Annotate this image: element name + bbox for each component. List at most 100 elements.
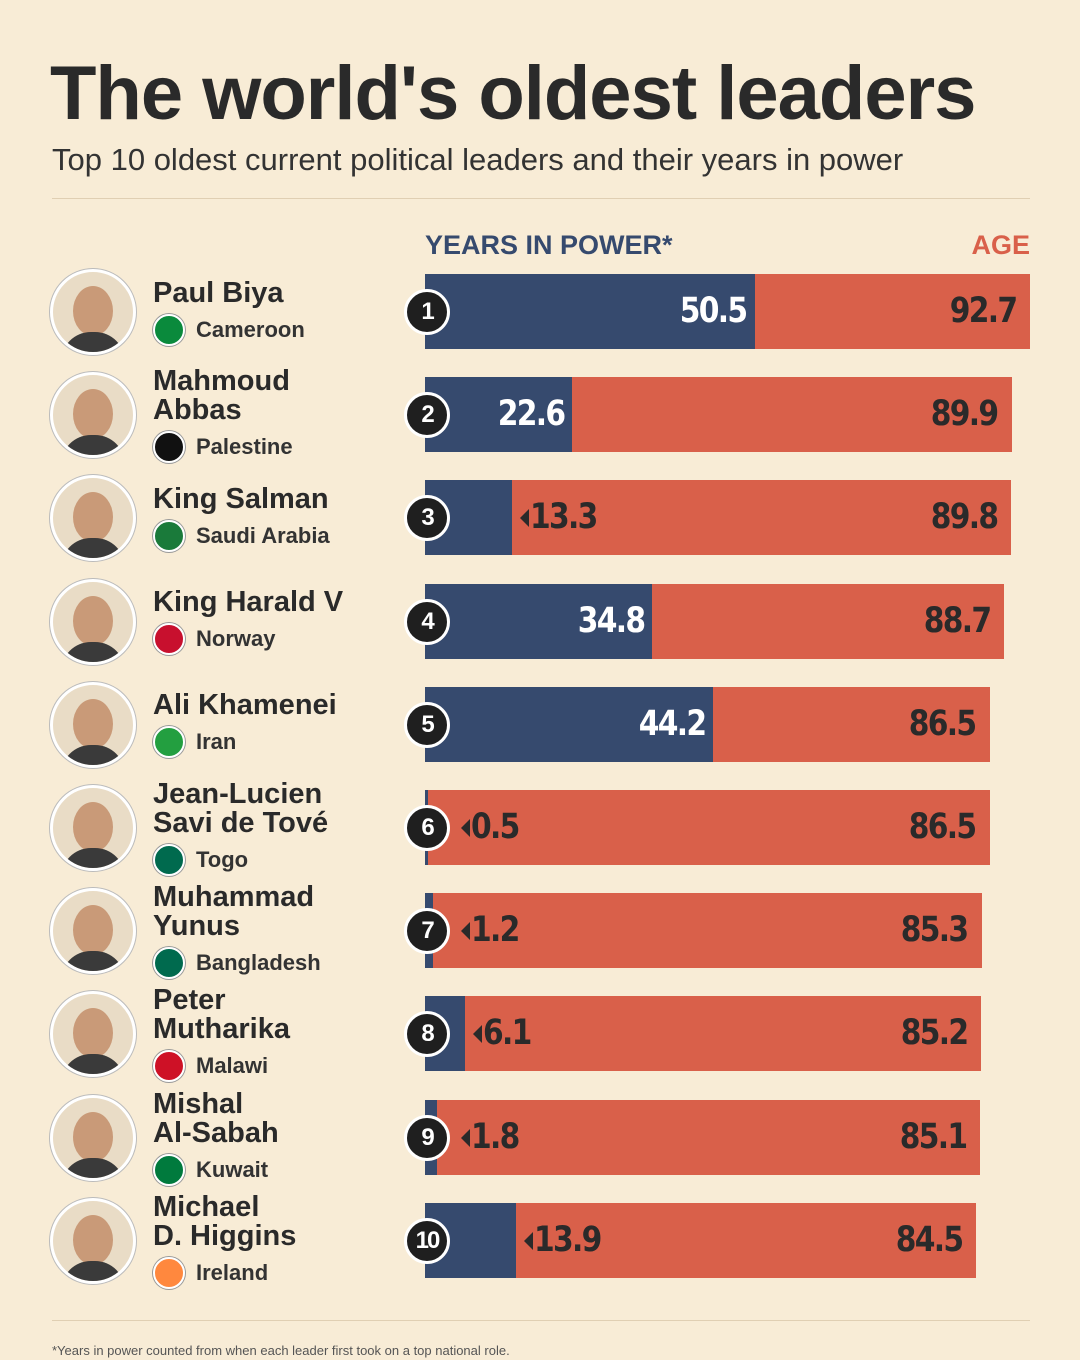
country-name: Malawi [196,1053,269,1079]
country-row: Saudi Arabia [153,519,393,552]
age-bar [425,1202,977,1278]
years-label: 13.3 [529,497,598,538]
rank-badge: 10 [404,1217,450,1264]
rank-badge: 4 [404,598,450,645]
flag [153,1153,185,1186]
country-row: Togo [153,844,393,876]
country-row: Ireland [153,1256,393,1289]
leader-info: Mahmoud Abbas Palestine [153,365,393,465]
age-label: 85.2 [900,1013,968,1054]
portrait-body [61,744,125,765]
leader-info: Paul Biya Cameroon [153,262,393,362]
portrait-face [73,1111,113,1162]
leader-info: Mishal Al-Sabah Kuwait [153,1088,393,1188]
country-name: Ireland [196,1259,269,1285]
rank-badge: 7 [404,908,450,955]
portrait-face [73,492,113,543]
flag [153,1256,185,1289]
portrait [50,578,136,665]
rank-badge: 6 [404,805,450,851]
rank-badge: 5 [404,701,450,748]
country-name: Palestine [196,434,293,460]
rank-badge: 8 [404,1011,450,1058]
country-name: Norway [196,626,276,652]
pointer-arrow [519,509,529,528]
age-label: 89.8 [930,497,998,538]
years-label: 22.6 [497,394,566,435]
age-bar [425,893,982,969]
footnote: *Years in power counted from when each l… [52,1343,510,1358]
years-label: 0.5 [471,807,520,847]
leader-name: Jean-Lucien Savi de Tové [153,778,329,839]
age-bar [425,1099,981,1175]
country-row: Bangladesh [153,947,393,980]
country-row: Iran [153,726,393,759]
portrait-face [73,389,113,440]
country-name: Saudi Arabia [196,522,330,548]
portrait-body [61,848,125,868]
chart-subtitle: Top 10 oldest current political leaders … [52,142,904,177]
divider [52,198,1030,199]
rank-badge: 2 [404,392,450,439]
years-bar [425,583,653,659]
flag [153,623,185,656]
portrait [50,269,136,355]
pointer-arrow [461,819,470,837]
country-row: Palestine [153,431,393,464]
leader-info: Peter Mutharika Malawi [153,984,393,1084]
portrait-body [61,1054,125,1075]
portrait-face [73,286,113,336]
country-name: Bangladesh [196,950,321,976]
years-bar [425,274,755,349]
age-label: 85.3 [901,910,969,951]
country-row: Malawi [153,1050,393,1083]
flag [153,947,185,980]
leader-info: King Salman Saudi Arabia [153,468,393,568]
portrait-body [61,951,125,972]
portrait-face [73,802,113,852]
chart-title: The world's oldest leaders [50,51,976,136]
leader-name: Mishal Al-Sabah [153,1087,279,1149]
age-label: 88.7 [923,600,991,641]
leader-name: Paul Biya [153,276,284,309]
country-row: Kuwait [153,1153,393,1186]
flag [153,726,185,759]
rank-badge: 3 [404,495,450,542]
portrait [50,475,136,562]
country-name: Cameroon [196,316,305,342]
leader-name: King Harald V [153,586,344,619]
age-label: 85.1 [899,1116,968,1157]
pointer-arrow [461,1128,470,1147]
portrait-face [73,595,113,646]
portrait [50,1094,136,1181]
flag [153,519,185,552]
leader-name: Ali Khamenei [153,689,337,722]
years-label: 13.9 [533,1219,602,1260]
portrait-body [61,538,125,559]
portrait-body [61,641,125,662]
portrait [50,888,136,975]
age-label: 86.5 [908,703,977,744]
portrait [50,681,136,768]
age-bar [425,480,1012,556]
leader-name: Peter Mutharika [153,984,290,1046]
portrait [50,1197,136,1284]
country-name: Iran [196,729,237,755]
pointer-arrow [472,1025,482,1044]
leader-info: Jean-Lucien Savi de Tové Togo [153,778,393,878]
country-name: Togo [196,847,249,872]
flag [153,431,185,464]
country-row: Norway [153,623,393,656]
rank-badge: 1 [404,289,450,335]
pointer-arrow [461,922,470,941]
leader-info: King Harald V Norway [153,572,393,672]
portrait-face [73,1214,113,1265]
country-name: Kuwait [196,1156,269,1182]
pointer-arrow [523,1231,533,1250]
years-label: 6.1 [482,1013,532,1054]
leader-name: King Salman [153,482,329,515]
age-label: 84.5 [895,1219,964,1260]
years-label: 34.8 [577,600,646,641]
portrait-body [61,332,125,352]
